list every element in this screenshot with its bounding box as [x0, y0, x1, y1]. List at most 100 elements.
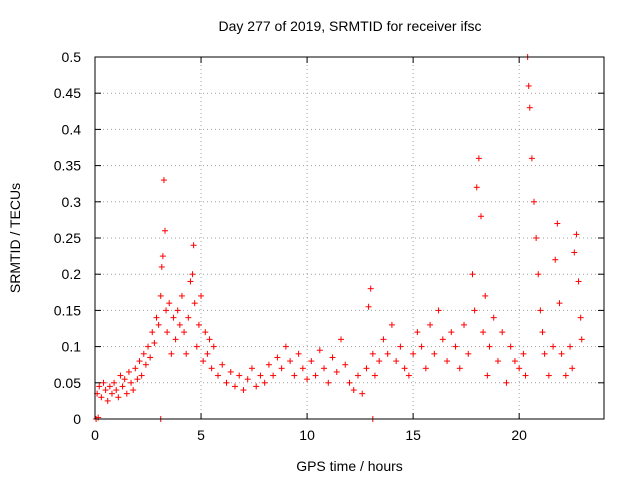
data-point — [393, 358, 400, 365]
data-point — [204, 350, 211, 357]
data-point — [257, 372, 264, 379]
data-point — [142, 361, 149, 368]
data-point — [117, 372, 124, 379]
data-point — [486, 343, 493, 350]
data-point — [134, 376, 141, 383]
data-point — [147, 354, 154, 361]
data-point — [494, 358, 501, 365]
data-point — [132, 365, 139, 372]
data-point — [153, 314, 160, 321]
data-point — [571, 249, 578, 256]
data-point — [363, 365, 370, 372]
data-point — [208, 365, 215, 372]
data-point — [516, 365, 523, 372]
data-point — [160, 177, 167, 184]
data-point — [227, 368, 234, 375]
data-point — [308, 358, 315, 365]
data-point — [115, 394, 122, 401]
data-point — [456, 365, 463, 372]
data-point — [278, 365, 285, 372]
data-point — [444, 358, 451, 365]
data-point — [261, 379, 268, 386]
data-point — [161, 227, 168, 234]
data-point — [193, 343, 200, 350]
data-point — [104, 397, 111, 404]
data-point — [367, 285, 374, 292]
data-point — [123, 390, 130, 397]
data-point — [159, 253, 166, 260]
data-point — [223, 379, 230, 386]
data-point — [435, 307, 442, 314]
y-tick-label: 0.35 — [54, 158, 81, 174]
data-point — [410, 350, 417, 357]
data-point — [96, 383, 103, 390]
data-point — [531, 198, 538, 205]
data-point — [325, 379, 332, 386]
chart-title: Day 277 of 2019, SRMTID for receiver ifs… — [218, 18, 482, 34]
grid-lines — [95, 57, 604, 419]
data-point — [198, 292, 205, 299]
data-point — [431, 350, 438, 357]
data-point — [484, 372, 491, 379]
data-point — [359, 390, 366, 397]
data-point — [469, 271, 476, 278]
x-tick-label: 10 — [299, 427, 315, 443]
data-point — [475, 155, 482, 162]
data-point — [312, 372, 319, 379]
x-tick-label: 5 — [197, 427, 205, 443]
y-tick-label: 0.3 — [62, 194, 82, 210]
y-tick-label: 0.5 — [62, 49, 82, 65]
data-point — [380, 336, 387, 343]
data-point — [164, 329, 171, 336]
y-axis-ticks: 0 0.05 0.1 0.15 0.2 0.25 0.3 0.35 0.4 0.45 0.5 — [54, 49, 604, 427]
data-point — [552, 256, 559, 263]
data-point — [185, 314, 192, 321]
data-point — [270, 372, 277, 379]
data-point — [533, 235, 540, 241]
data-point — [365, 303, 372, 310]
data-point — [507, 343, 514, 350]
data-point — [166, 300, 173, 307]
data-point — [578, 336, 585, 343]
data-point — [100, 379, 107, 386]
data-point — [172, 336, 179, 343]
data-point — [163, 307, 170, 314]
data-point — [178, 292, 185, 299]
data-point — [526, 104, 533, 111]
data-point — [350, 387, 357, 394]
data-point — [537, 307, 544, 314]
data-point — [321, 365, 328, 372]
data-point — [108, 390, 115, 397]
x-tick-label: 15 — [405, 427, 421, 443]
data-point — [405, 372, 412, 379]
data-point — [113, 387, 120, 394]
data-point — [569, 365, 576, 372]
y-tick-label: 0.05 — [54, 375, 81, 391]
data-point — [418, 343, 425, 350]
data-point — [149, 329, 156, 336]
data-point — [157, 292, 164, 299]
data-point — [206, 336, 213, 343]
data-point — [338, 336, 345, 343]
data-point — [541, 350, 548, 357]
data-point — [145, 343, 152, 350]
data-point — [219, 361, 226, 368]
data-point — [111, 379, 118, 386]
data-point — [155, 321, 162, 328]
data-point — [422, 365, 429, 372]
data-point — [522, 372, 529, 379]
data-point — [191, 300, 198, 307]
data-point — [465, 350, 472, 357]
data-point — [535, 271, 542, 278]
data-point — [477, 213, 484, 220]
data-point — [200, 358, 207, 365]
data-point — [130, 387, 137, 394]
data-point — [138, 372, 145, 379]
data-point — [282, 343, 289, 350]
data-point — [401, 365, 408, 372]
data-point — [461, 321, 468, 328]
data-point — [577, 314, 584, 321]
y-tick-label: 0.2 — [62, 266, 82, 282]
data-point — [176, 321, 183, 328]
data-point — [136, 358, 143, 365]
